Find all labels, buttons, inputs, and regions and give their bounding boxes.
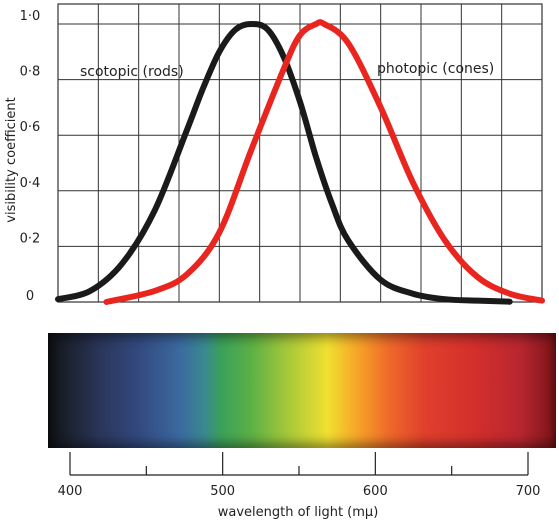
x-axis-label: wavelength of light (mμ) xyxy=(218,505,379,520)
x-tick-label: 400 xyxy=(58,484,83,499)
x-axis-ticks: 400 500 600 700 xyxy=(58,452,541,499)
chart-series xyxy=(55,19,545,305)
x-tick-label: 600 xyxy=(363,484,388,499)
series-label-scotopic: scotopic (rods) xyxy=(80,64,184,80)
series-label-photopic: photopic (cones) xyxy=(377,61,494,77)
y-axis-label: visibility coefficient xyxy=(4,97,19,222)
y-tick-label: 0·2 xyxy=(20,231,41,246)
chart-grid xyxy=(57,3,543,303)
y-tick-labels: 0 0·2 0·4 0·6 0·8 1·0 xyxy=(20,9,41,304)
wavelength-axis: 400 500 600 700 wavelength of light (mμ) xyxy=(58,452,541,520)
y-tick-label: 0·6 xyxy=(20,120,41,135)
visible-spectrum-band xyxy=(48,333,556,448)
x-tick-label: 700 xyxy=(516,484,541,499)
y-tick-label: 0·8 xyxy=(20,65,41,80)
y-tick-label: 0 xyxy=(26,289,34,304)
photopic-curve xyxy=(103,19,545,305)
y-tick-label: 0·4 xyxy=(20,176,41,191)
luminosity-chart: 00·20·40·60·81·0 visibility coefficient … xyxy=(4,3,545,305)
x-tick-label: 500 xyxy=(210,484,235,499)
y-tick-label: 1·0 xyxy=(20,9,41,24)
scotopic-curve xyxy=(55,21,513,305)
